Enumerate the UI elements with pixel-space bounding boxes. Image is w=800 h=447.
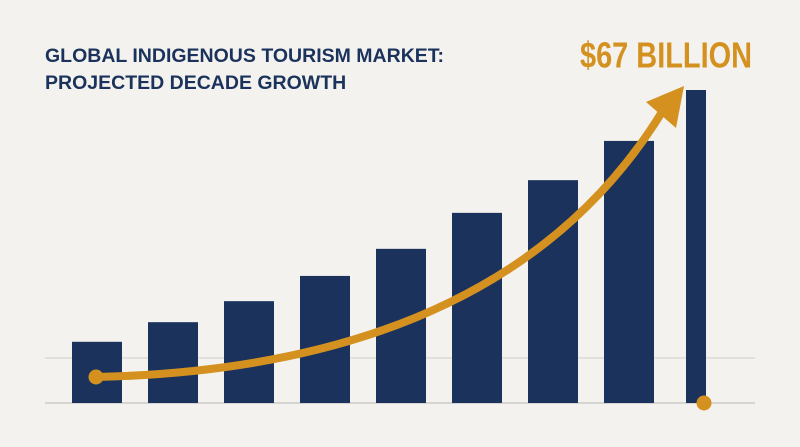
growth-arrow bbox=[92, 108, 666, 381]
bar bbox=[224, 301, 274, 403]
chart-title: PROJECTED DECADE GROWTH bbox=[45, 72, 346, 94]
bar bbox=[452, 212, 502, 403]
bar bbox=[528, 180, 578, 403]
bar bbox=[148, 322, 198, 403]
bar bbox=[686, 90, 706, 403]
end-dot bbox=[696, 395, 712, 411]
annotation: $67 BILLION bbox=[580, 35, 752, 76]
start-dot bbox=[88, 369, 104, 385]
chart-title: GLOBAL INDIGENOUS TOURISM MARKET: bbox=[45, 45, 444, 67]
arrow-head bbox=[646, 86, 684, 128]
